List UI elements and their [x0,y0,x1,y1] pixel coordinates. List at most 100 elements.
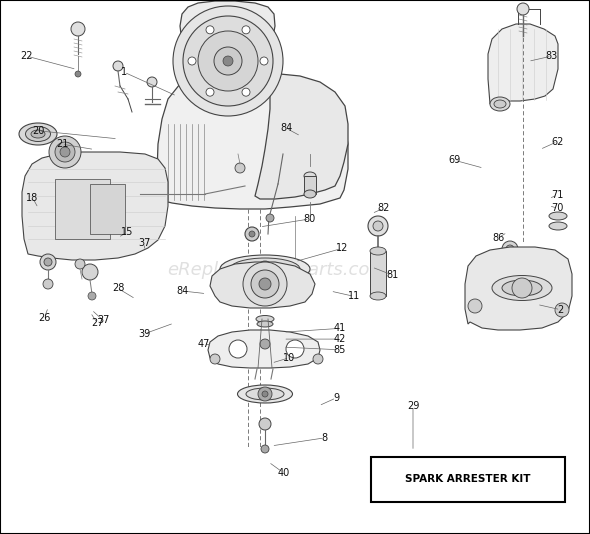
Bar [371,457,565,502]
Circle shape [75,71,81,77]
Circle shape [260,57,268,65]
Circle shape [502,241,518,257]
Polygon shape [22,152,168,260]
Circle shape [44,258,52,266]
Text: 11: 11 [348,292,360,301]
Ellipse shape [502,280,542,296]
Ellipse shape [238,385,293,403]
Circle shape [71,22,85,36]
Circle shape [259,418,271,430]
Ellipse shape [230,258,300,280]
Ellipse shape [492,276,552,301]
Circle shape [512,278,532,298]
Circle shape [243,262,287,306]
Circle shape [49,136,81,168]
Text: 80: 80 [304,214,316,224]
Circle shape [198,31,258,91]
Ellipse shape [304,172,316,180]
Circle shape [249,231,255,237]
Circle shape [43,279,53,289]
Text: 37: 37 [139,238,150,248]
Text: eReplacementParts.com: eReplacementParts.com [168,261,387,279]
Circle shape [262,391,268,397]
Text: 27: 27 [91,318,104,328]
Circle shape [292,281,298,287]
Text: 81: 81 [386,270,398,280]
Ellipse shape [549,212,567,220]
Circle shape [55,142,75,162]
Text: 71: 71 [552,190,563,200]
Text: 8: 8 [322,433,327,443]
Polygon shape [157,42,348,209]
Circle shape [235,163,245,173]
Text: 20: 20 [32,126,44,136]
Text: 40: 40 [277,468,289,477]
Text: 1: 1 [121,67,127,77]
Circle shape [223,56,233,66]
Text: 70: 70 [552,203,563,213]
Circle shape [210,354,220,364]
Text: 85: 85 [333,345,345,355]
Polygon shape [208,330,320,368]
Text: 84: 84 [280,123,292,133]
Circle shape [266,214,274,222]
Polygon shape [488,24,558,104]
Text: 26: 26 [38,313,50,323]
Text: SPARK ARRESTER KIT: SPARK ARRESTER KIT [405,474,530,484]
Text: 28: 28 [112,284,124,293]
Polygon shape [255,74,348,199]
Circle shape [242,88,250,96]
Circle shape [261,265,269,273]
Circle shape [40,254,56,270]
Circle shape [259,278,271,290]
Circle shape [313,354,323,364]
Text: 83: 83 [546,51,558,61]
Ellipse shape [257,321,273,327]
Circle shape [206,88,214,96]
Text: 82: 82 [378,203,389,213]
Ellipse shape [304,190,316,198]
Ellipse shape [490,97,510,111]
Text: 29: 29 [407,401,419,411]
Ellipse shape [370,247,386,255]
Circle shape [188,57,196,65]
Text: 84: 84 [177,286,189,296]
Text: 62: 62 [552,137,563,146]
Circle shape [261,445,269,453]
Text: 2: 2 [558,305,563,315]
Text: 86: 86 [493,233,504,242]
Polygon shape [465,247,572,330]
Circle shape [260,339,270,349]
Circle shape [468,299,482,313]
Text: 10: 10 [283,353,295,363]
Circle shape [214,47,242,75]
Circle shape [88,292,96,300]
Text: 9: 9 [333,393,339,403]
Ellipse shape [549,222,567,230]
Bar [304,176,316,194]
Circle shape [113,61,123,71]
Polygon shape [180,1,275,66]
Text: 47: 47 [198,340,209,349]
Ellipse shape [19,123,57,145]
Text: 15: 15 [121,227,133,237]
Text: 18: 18 [27,193,38,202]
Text: 69: 69 [448,155,460,165]
Ellipse shape [246,388,284,400]
Circle shape [82,264,98,280]
Circle shape [517,3,529,15]
Circle shape [173,6,283,116]
Bar [55,179,110,239]
Ellipse shape [494,100,506,108]
Text: 37: 37 [97,316,109,325]
Ellipse shape [370,292,386,300]
Ellipse shape [25,127,51,142]
Ellipse shape [31,130,45,138]
Circle shape [60,147,70,157]
Bar [90,184,125,234]
Circle shape [257,261,273,277]
Ellipse shape [220,255,310,283]
Circle shape [147,77,157,87]
Circle shape [183,16,273,106]
Text: 22: 22 [20,51,33,61]
